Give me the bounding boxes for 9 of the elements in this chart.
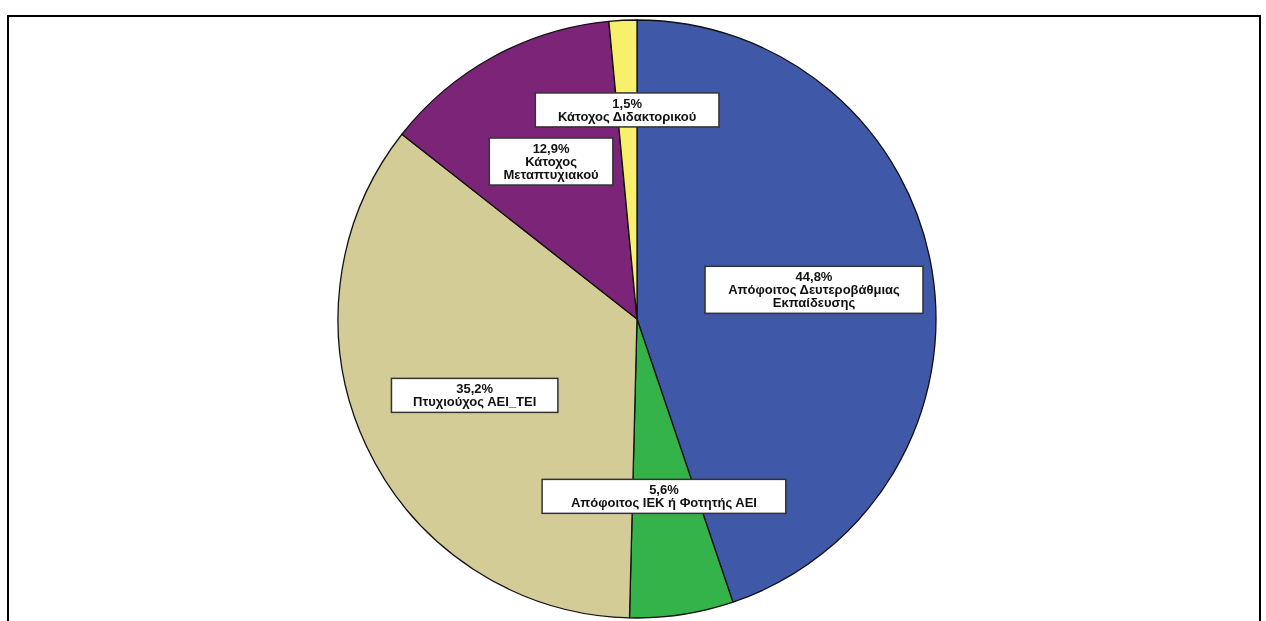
- slice-label: Πτυχιούχος ΑΕΙ_ΤΕΙ: [413, 394, 537, 410]
- data-label: 1,5%: [612, 95, 643, 111]
- slice-label: Απόφοιτος Δευτεροβάθμιας Εκπαίδευσης: [728, 282, 901, 311]
- slice-label: Απόφοιτος ΙΕΚ ή Φοτητής ΑΕΙ: [570, 495, 757, 511]
- data-label: 12,9%: [532, 141, 570, 157]
- data-label: 44,8%: [795, 269, 833, 285]
- data-label: 5,6%: [649, 482, 680, 498]
- data-label: 35,2%: [456, 381, 494, 397]
- slice-label: Κάτοχος Μεταπτυχιακού: [503, 154, 600, 183]
